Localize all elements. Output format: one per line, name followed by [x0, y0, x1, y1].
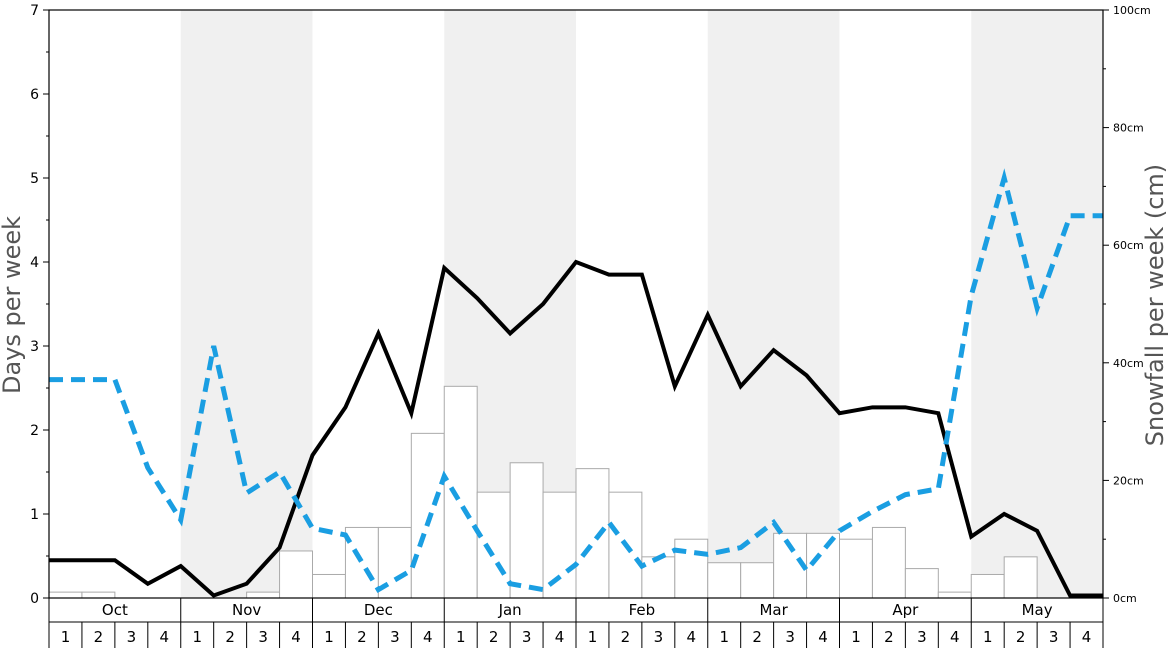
week-label: 2 — [752, 628, 762, 646]
snowfall-bar — [937, 591, 972, 599]
snowfall-bar — [542, 491, 577, 599]
week-label: 3 — [127, 628, 137, 646]
week-label: 1 — [588, 628, 598, 646]
left-tick-label: 7 — [30, 3, 39, 19]
snowfall-bar — [641, 556, 676, 599]
right-axis: 0cm 20cm 40cm 60cm 80cm 100cm — [1103, 4, 1151, 605]
right-tick-label: 0cm — [1113, 592, 1137, 605]
solid-black-line — [49, 259, 1103, 598]
right-tick-label: 100cm — [1113, 4, 1151, 17]
snowfall-bar — [674, 538, 709, 599]
left-tick-label: 1 — [30, 507, 39, 523]
snowfall-bar — [871, 526, 906, 599]
left-tick-label: 6 — [30, 87, 39, 103]
snowfall-bar — [246, 591, 281, 599]
snowfall-bar — [970, 573, 1005, 599]
month-label-feb: Feb — [629, 601, 656, 619]
week-label: 3 — [1049, 628, 1059, 646]
week-label: 4 — [160, 628, 170, 646]
snowfall-bars — [48, 385, 1038, 599]
month-label-jan: Jan — [498, 601, 522, 619]
week-label: 4 — [950, 628, 960, 646]
right-axis-title: Snowfall per week (cm) — [1141, 164, 1168, 446]
dashed-blue-line — [49, 168, 1103, 594]
week-label: 1 — [983, 628, 993, 646]
month-label-dec: Dec — [364, 601, 393, 619]
snowfall-bar — [509, 462, 544, 599]
week-label: 4 — [687, 628, 697, 646]
snowfall-bar — [1003, 556, 1038, 599]
snowfall-bar — [312, 573, 346, 599]
day-lines — [49, 168, 1103, 598]
week-label: 1 — [851, 628, 861, 646]
month-shading — [180, 10, 1103, 598]
month-shade-mar — [707, 10, 840, 598]
left-tick-label: 2 — [30, 423, 39, 439]
month-label-nov: Nov — [232, 601, 261, 619]
month-shade-nov — [180, 10, 313, 598]
week-label: 1 — [61, 628, 71, 646]
week-label: 2 — [621, 628, 631, 646]
week-label: 3 — [258, 628, 268, 646]
week-label: 4 — [1082, 628, 1092, 646]
right-tick-label: 40cm — [1113, 357, 1144, 370]
snowfall-bar — [81, 591, 116, 599]
snowfall-bar — [279, 550, 313, 599]
right-tick-label: 80cm — [1113, 122, 1144, 135]
week-label: 2 — [357, 628, 367, 646]
left-axis-title: Days per week — [0, 216, 26, 394]
snowfall-bar — [344, 526, 379, 599]
week-label: 4 — [423, 628, 433, 646]
snowfall-bar — [707, 562, 742, 599]
snowfall-bar — [476, 491, 511, 599]
snowfall-bar — [48, 591, 83, 599]
week-label: 2 — [489, 628, 499, 646]
month-label-oct: Oct — [102, 601, 128, 619]
week-label: 3 — [654, 628, 664, 646]
week-label: 1 — [719, 628, 729, 646]
week-label: 3 — [917, 628, 927, 646]
month-label-may: May — [1022, 601, 1053, 619]
left-axis: 0 1 2 3 4 5 6 7 — [30, 3, 49, 607]
week-label: 4 — [291, 628, 301, 646]
snowfall-bar — [839, 538, 873, 599]
week-label: 4 — [555, 628, 565, 646]
left-tick-label: 3 — [30, 339, 39, 355]
week-label: 2 — [94, 628, 104, 646]
left-tick-label: 4 — [30, 255, 39, 271]
week-row: 1 2 3 4 1 2 3 4 1 2 3 4 1 2 3 4 1 2 3 4 1 2 3 4 1 2 3 4 1 2 3 4 — [61, 622, 1092, 648]
left-tick-label: 0 — [30, 591, 39, 607]
week-label: 3 — [522, 628, 532, 646]
week-label: 1 — [456, 628, 466, 646]
month-label-mar: Mar — [759, 601, 788, 619]
snowfall-bar — [740, 562, 775, 599]
month-label-apr: Apr — [892, 601, 919, 619]
right-tick-label: 60cm — [1113, 239, 1144, 252]
left-tick-label: 5 — [30, 171, 39, 187]
week-label: 4 — [818, 628, 828, 646]
right-tick-label: 20cm — [1113, 474, 1144, 487]
snowfall-bar — [575, 468, 610, 599]
snowfall-bar — [806, 532, 840, 599]
week-label: 1 — [192, 628, 202, 646]
snowfall-bar — [443, 385, 478, 599]
week-label: 2 — [884, 628, 894, 646]
week-label: 2 — [225, 628, 235, 646]
week-label: 3 — [785, 628, 795, 646]
week-label: 2 — [1016, 628, 1026, 646]
week-label: 1 — [324, 628, 334, 646]
week-label: 3 — [390, 628, 400, 646]
snowfall-bar — [904, 568, 939, 599]
